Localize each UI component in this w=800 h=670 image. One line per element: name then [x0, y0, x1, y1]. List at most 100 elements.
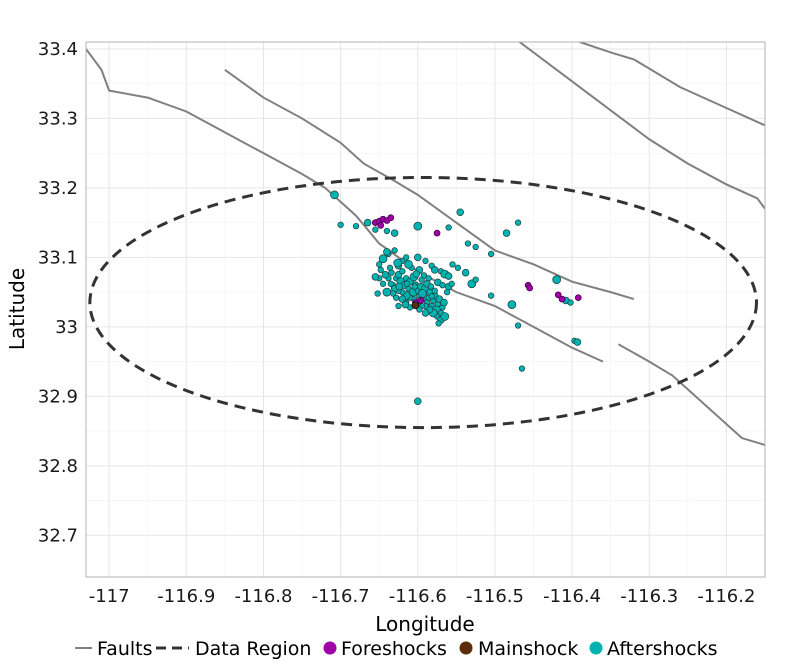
aftershock-point [427, 283, 435, 290]
aftershock-point [502, 229, 511, 237]
aftershock-point [418, 289, 427, 298]
x-tick-label: -116.2 [697, 586, 755, 607]
x-tick-label: -116.3 [620, 586, 678, 607]
y-tick-label: 33.1 [38, 247, 78, 268]
aftershock-point [487, 292, 495, 299]
legend-label: Faults [97, 638, 153, 660]
aftershock-point [403, 254, 410, 261]
aftershock-point [391, 247, 398, 254]
y-axis-label: Latitude [5, 268, 29, 350]
aftershock-point [374, 290, 381, 297]
aftershock-point [435, 320, 442, 327]
aftershock-point [387, 280, 394, 287]
fault-line [224, 68, 635, 301]
data-region-ellipse [88, 175, 759, 430]
x-tick-label: -116.6 [389, 586, 447, 607]
aftershock-point [412, 270, 420, 278]
aftershock-point [428, 293, 435, 300]
aftershock-point [518, 365, 526, 372]
y-tick-label: 32.9 [38, 386, 78, 407]
aftershock-point [552, 275, 562, 284]
aftershock-point [420, 272, 428, 279]
aftershock-point [445, 224, 452, 231]
fault-line [517, 42, 765, 210]
aftershock-point [514, 322, 522, 329]
fault-line [617, 343, 765, 446]
y-axis-ticks: 32.7 32.8 32.9 33 33.1 33.2 33.3 33.4 [38, 39, 78, 546]
aftershock-point [363, 218, 372, 227]
aftershock-point [431, 287, 438, 294]
legend-key-mainshock [459, 641, 473, 655]
aftershock-point [337, 221, 344, 228]
aftershock-point [383, 227, 391, 235]
aftershock-point [472, 276, 479, 283]
aftershock-point [352, 222, 360, 230]
aftershock-point [404, 259, 413, 269]
foreshock-point [417, 297, 425, 304]
aftershock-point [330, 190, 339, 200]
aftershock-point [440, 312, 450, 321]
aftershock-point [383, 248, 391, 256]
legend-label: Foreshocks [341, 638, 447, 660]
aftershock-point [449, 261, 456, 268]
foreshock-point [526, 284, 534, 292]
y-tick-label: 32.7 [38, 525, 78, 546]
legend: Faults Data Region Foreshocks Mainshock Afte… [75, 638, 718, 660]
aftershock-point [395, 282, 404, 291]
aftershock-point [439, 282, 446, 289]
fault-line [579, 42, 765, 127]
legend-key-foreshocks [323, 641, 337, 655]
aftershock-point [454, 264, 462, 271]
foreshock-point [554, 291, 562, 299]
aftershock-point [414, 253, 422, 262]
aftershock-point [382, 287, 392, 297]
data-region [88, 175, 759, 430]
aftershock-point [376, 261, 383, 268]
aftershock-point [421, 309, 430, 317]
aftershock-point [403, 280, 411, 287]
y-tick-label: 33 [55, 317, 78, 338]
aftershock-point [514, 219, 522, 226]
aftershock-point [390, 229, 399, 237]
aftershock-point [377, 266, 384, 274]
aftershock-point [381, 271, 390, 279]
mainshock-point [411, 301, 420, 310]
legend-label: Aftershocks [607, 638, 718, 660]
aftershock-point [507, 300, 517, 309]
fault-lines [86, 42, 765, 446]
aftershock-point [440, 298, 448, 307]
aftershock-point [393, 294, 400, 301]
legend-label: Data Region [195, 638, 311, 660]
aftershock-point [472, 243, 479, 251]
y-tick-label: 32.8 [38, 456, 78, 477]
x-tick-label: -116.5 [466, 586, 524, 607]
earthquake-points [330, 190, 582, 405]
aftershock-point [448, 280, 455, 287]
aftershock-point [464, 240, 472, 247]
aftershock-point [444, 272, 453, 280]
aftershock-point [456, 208, 464, 216]
aftershock-point [567, 299, 574, 306]
aftershock-point [487, 250, 495, 258]
aftershock-point [414, 397, 422, 405]
foreshock-point [387, 214, 395, 222]
aftershock-point [372, 226, 379, 233]
foreshock-point [377, 222, 385, 229]
aftershock-point [413, 221, 423, 231]
aftershock-point [389, 290, 397, 297]
x-tick-label: -117 [89, 586, 130, 607]
aftershock-point [401, 300, 410, 309]
foreshock-point [574, 294, 582, 302]
aftershock-point [371, 273, 380, 281]
aftershock-point [378, 254, 388, 264]
aftershock-point [422, 257, 429, 265]
x-axis-ticks: -117 -116.9 -116.8 -116.7 -116.6 -116.5 -116.4… [89, 586, 756, 607]
legend-key-aftershocks [589, 641, 603, 655]
foreshock-point [433, 229, 441, 237]
aftershock-point [379, 280, 387, 287]
aftershock-point [388, 269, 395, 276]
legend-label: Mainshock [478, 638, 578, 660]
aftershock-point [425, 275, 432, 282]
aftershock-point [573, 338, 582, 346]
